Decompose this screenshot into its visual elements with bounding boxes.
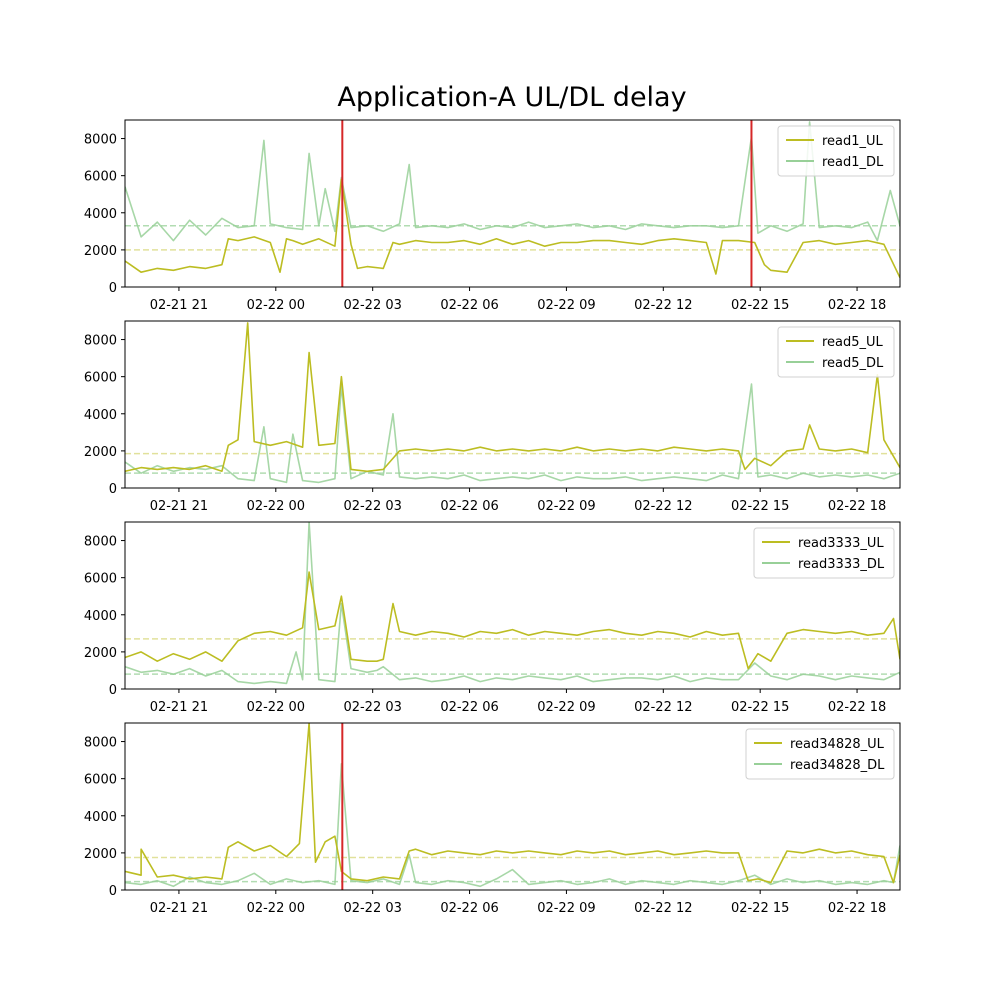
x-tick-label: 02-22 09: [537, 901, 595, 916]
x-tick-label: 02-22 12: [634, 499, 692, 514]
x-tick-label: 02-22 18: [828, 901, 886, 916]
x-tick-label: 02-22 12: [634, 700, 692, 715]
y-tick-label: 8000: [84, 535, 117, 550]
x-tick-label: 02-22 15: [731, 901, 789, 916]
legend-box: [777, 125, 895, 177]
subplot-2: 0 2000 4000 6000 8000 02-21 21 02-22 00 02-22 0…: [84, 320, 901, 514]
y-tick-label: 0: [109, 281, 117, 296]
plot-area: [125, 120, 900, 287]
legend-label: read1_UL: [822, 134, 884, 149]
subplot-1: 0 2000 4000 6000 8000 02-21 21 02-22 00 02-22 0…: [84, 119, 901, 313]
y-tick-label: 0: [109, 884, 117, 899]
series-line-read5_DL: [125, 383, 900, 484]
legend-label: read5_UL: [822, 335, 884, 350]
series-line-read3333_UL: [125, 571, 900, 670]
x-tick-label: 02-22 03: [343, 700, 401, 715]
x-tick-label: 02-22 06: [440, 298, 498, 313]
legend-label: read1_DL: [822, 155, 884, 170]
y-tick-label: 6000: [84, 170, 117, 185]
x-tick-label: 02-22 18: [828, 298, 886, 313]
legend-box: [753, 527, 895, 579]
x-tick-label: 02-22 00: [247, 298, 305, 313]
x-tick-label: 02-22 00: [247, 700, 305, 715]
x-tick-label: 02-21 21: [150, 700, 208, 715]
y-tick-label: 8000: [84, 736, 117, 751]
x-tick-label: 02-22 18: [828, 499, 886, 514]
x-tick-label: 02-22 06: [440, 901, 498, 916]
x-tick-label: 02-22 09: [537, 499, 595, 514]
axes-frame: [124, 320, 901, 489]
subplot-4: 0 2000 4000 6000 8000 02-21 21 02-22 00 02-22 0…: [84, 722, 901, 916]
y-tick-label: 6000: [84, 773, 117, 788]
y-tick-label: 2000: [84, 244, 117, 259]
y-tick-label: 0: [109, 482, 117, 497]
y-tick-label: 6000: [84, 371, 117, 386]
x-tick-label: 02-22 09: [537, 298, 595, 313]
x-tick-label: 02-22 12: [634, 298, 692, 313]
axes-frame: [124, 722, 901, 891]
series-line-read1_DL: [125, 121, 900, 242]
legend-label: read5_DL: [822, 356, 884, 371]
series-line-read3333_DL: [125, 522, 900, 685]
series-line-read1_UL: [125, 178, 900, 279]
legend: read34828_UL read34828_DL: [745, 728, 895, 780]
x-tick-label: 02-22 06: [440, 499, 498, 514]
subplot-3: 0 2000 4000 6000 8000 02-21 21 02-22 00 02-22 0…: [84, 521, 901, 715]
x-tick-label: 02-22 09: [537, 700, 595, 715]
x-tick-label: 02-22 03: [343, 298, 401, 313]
x-tick-label: 02-22 00: [247, 901, 305, 916]
legend-label: read3333_UL: [798, 536, 884, 551]
legend-box: [745, 728, 895, 780]
chart-title: Application-A UL/DL delay: [337, 82, 687, 113]
x-tick-label: 02-22 06: [440, 700, 498, 715]
series-line-read5_UL: [125, 322, 900, 473]
y-tick-label: 0: [109, 683, 117, 698]
x-tick-label: 02-22 03: [343, 901, 401, 916]
axes-frame: [124, 119, 901, 288]
legend: read3333_UL read3333_DL: [753, 527, 895, 579]
legend-label: read34828_UL: [790, 737, 885, 752]
x-tick-label: 02-21 21: [150, 298, 208, 313]
legend: read5_UL read5_DL: [777, 326, 895, 378]
x-tick-label: 02-22 15: [731, 298, 789, 313]
x-tick-label: 02-21 21: [150, 901, 208, 916]
y-tick-label: 4000: [84, 207, 117, 222]
y-tick-label: 4000: [84, 609, 117, 624]
y-tick-label: 8000: [84, 133, 117, 148]
axes-frame: [124, 521, 901, 690]
x-tick-label: 02-22 15: [731, 700, 789, 715]
x-tick-label: 02-22 00: [247, 499, 305, 514]
x-tick-label: 02-21 21: [150, 499, 208, 514]
legend-label: read34828_DL: [790, 758, 885, 773]
series-line-read34828_DL: [125, 762, 900, 888]
plot-area: [125, 723, 900, 890]
y-tick-label: 2000: [84, 847, 117, 862]
y-tick-label: 4000: [84, 810, 117, 825]
y-tick-label: 2000: [84, 445, 117, 460]
y-tick-label: 2000: [84, 646, 117, 661]
x-tick-label: 02-22 18: [828, 700, 886, 715]
x-tick-label: 02-22 12: [634, 901, 692, 916]
y-tick-label: 4000: [84, 408, 117, 423]
series-line-read34828_UL: [125, 723, 900, 884]
y-tick-label: 8000: [84, 334, 117, 349]
y-tick-label: 6000: [84, 572, 117, 587]
legend-label: read3333_DL: [798, 557, 885, 572]
legend: read1_UL read1_DL: [777, 125, 895, 177]
plot-area: [125, 322, 900, 484]
x-tick-label: 02-22 03: [343, 499, 401, 514]
legend-box: [777, 326, 895, 378]
x-tick-label: 02-22 15: [731, 499, 789, 514]
plot-area: [125, 522, 900, 685]
